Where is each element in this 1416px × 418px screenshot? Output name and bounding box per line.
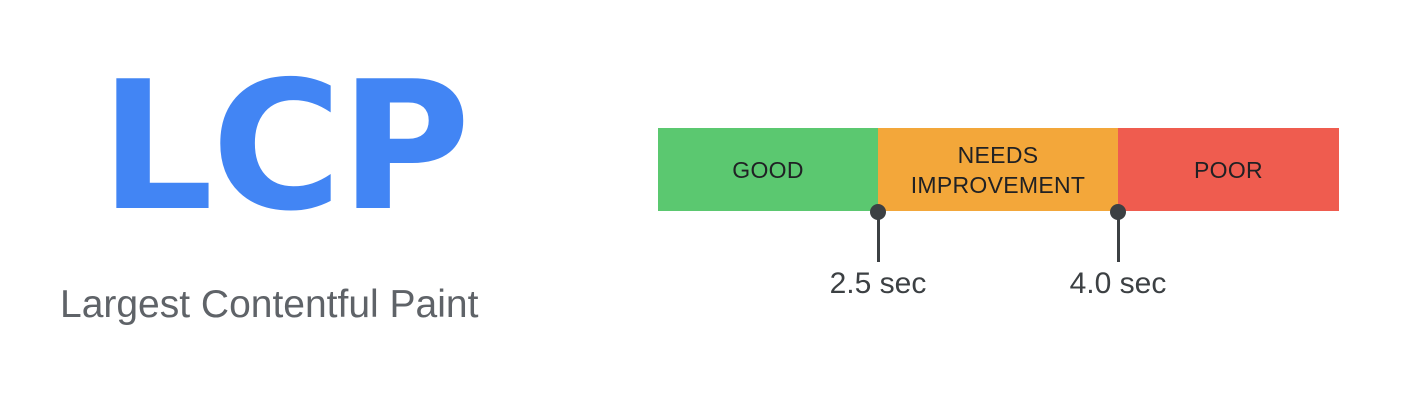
threshold-marker-good — [870, 204, 886, 262]
metric-abbreviation: LCP — [100, 43, 471, 250]
marker-line — [876, 216, 880, 262]
segment-poor-label: POOR — [1194, 156, 1263, 183]
threshold-marker-poor — [1110, 204, 1126, 262]
threshold-label-poor: 4.0 sec — [1069, 267, 1167, 300]
segment-needs-improvement-label: NEEDS IMPROVEMENT — [910, 141, 1086, 198]
segment-poor: POOR — [1118, 128, 1339, 211]
segment-needs-improvement: NEEDS IMPROVEMENT — [878, 128, 1118, 211]
marker-line — [1116, 216, 1120, 262]
segment-good: GOOD — [658, 128, 878, 211]
metric-full-name: Largest Contentful Paint — [60, 283, 479, 326]
threshold-bar: GOOD NEEDS IMPROVEMENT POOR — [658, 128, 1339, 211]
segment-good-label: GOOD — [732, 156, 804, 183]
marker-dot-icon — [1110, 204, 1126, 220]
marker-dot-icon — [870, 204, 886, 220]
threshold-label-good: 2.5 sec — [829, 267, 927, 300]
